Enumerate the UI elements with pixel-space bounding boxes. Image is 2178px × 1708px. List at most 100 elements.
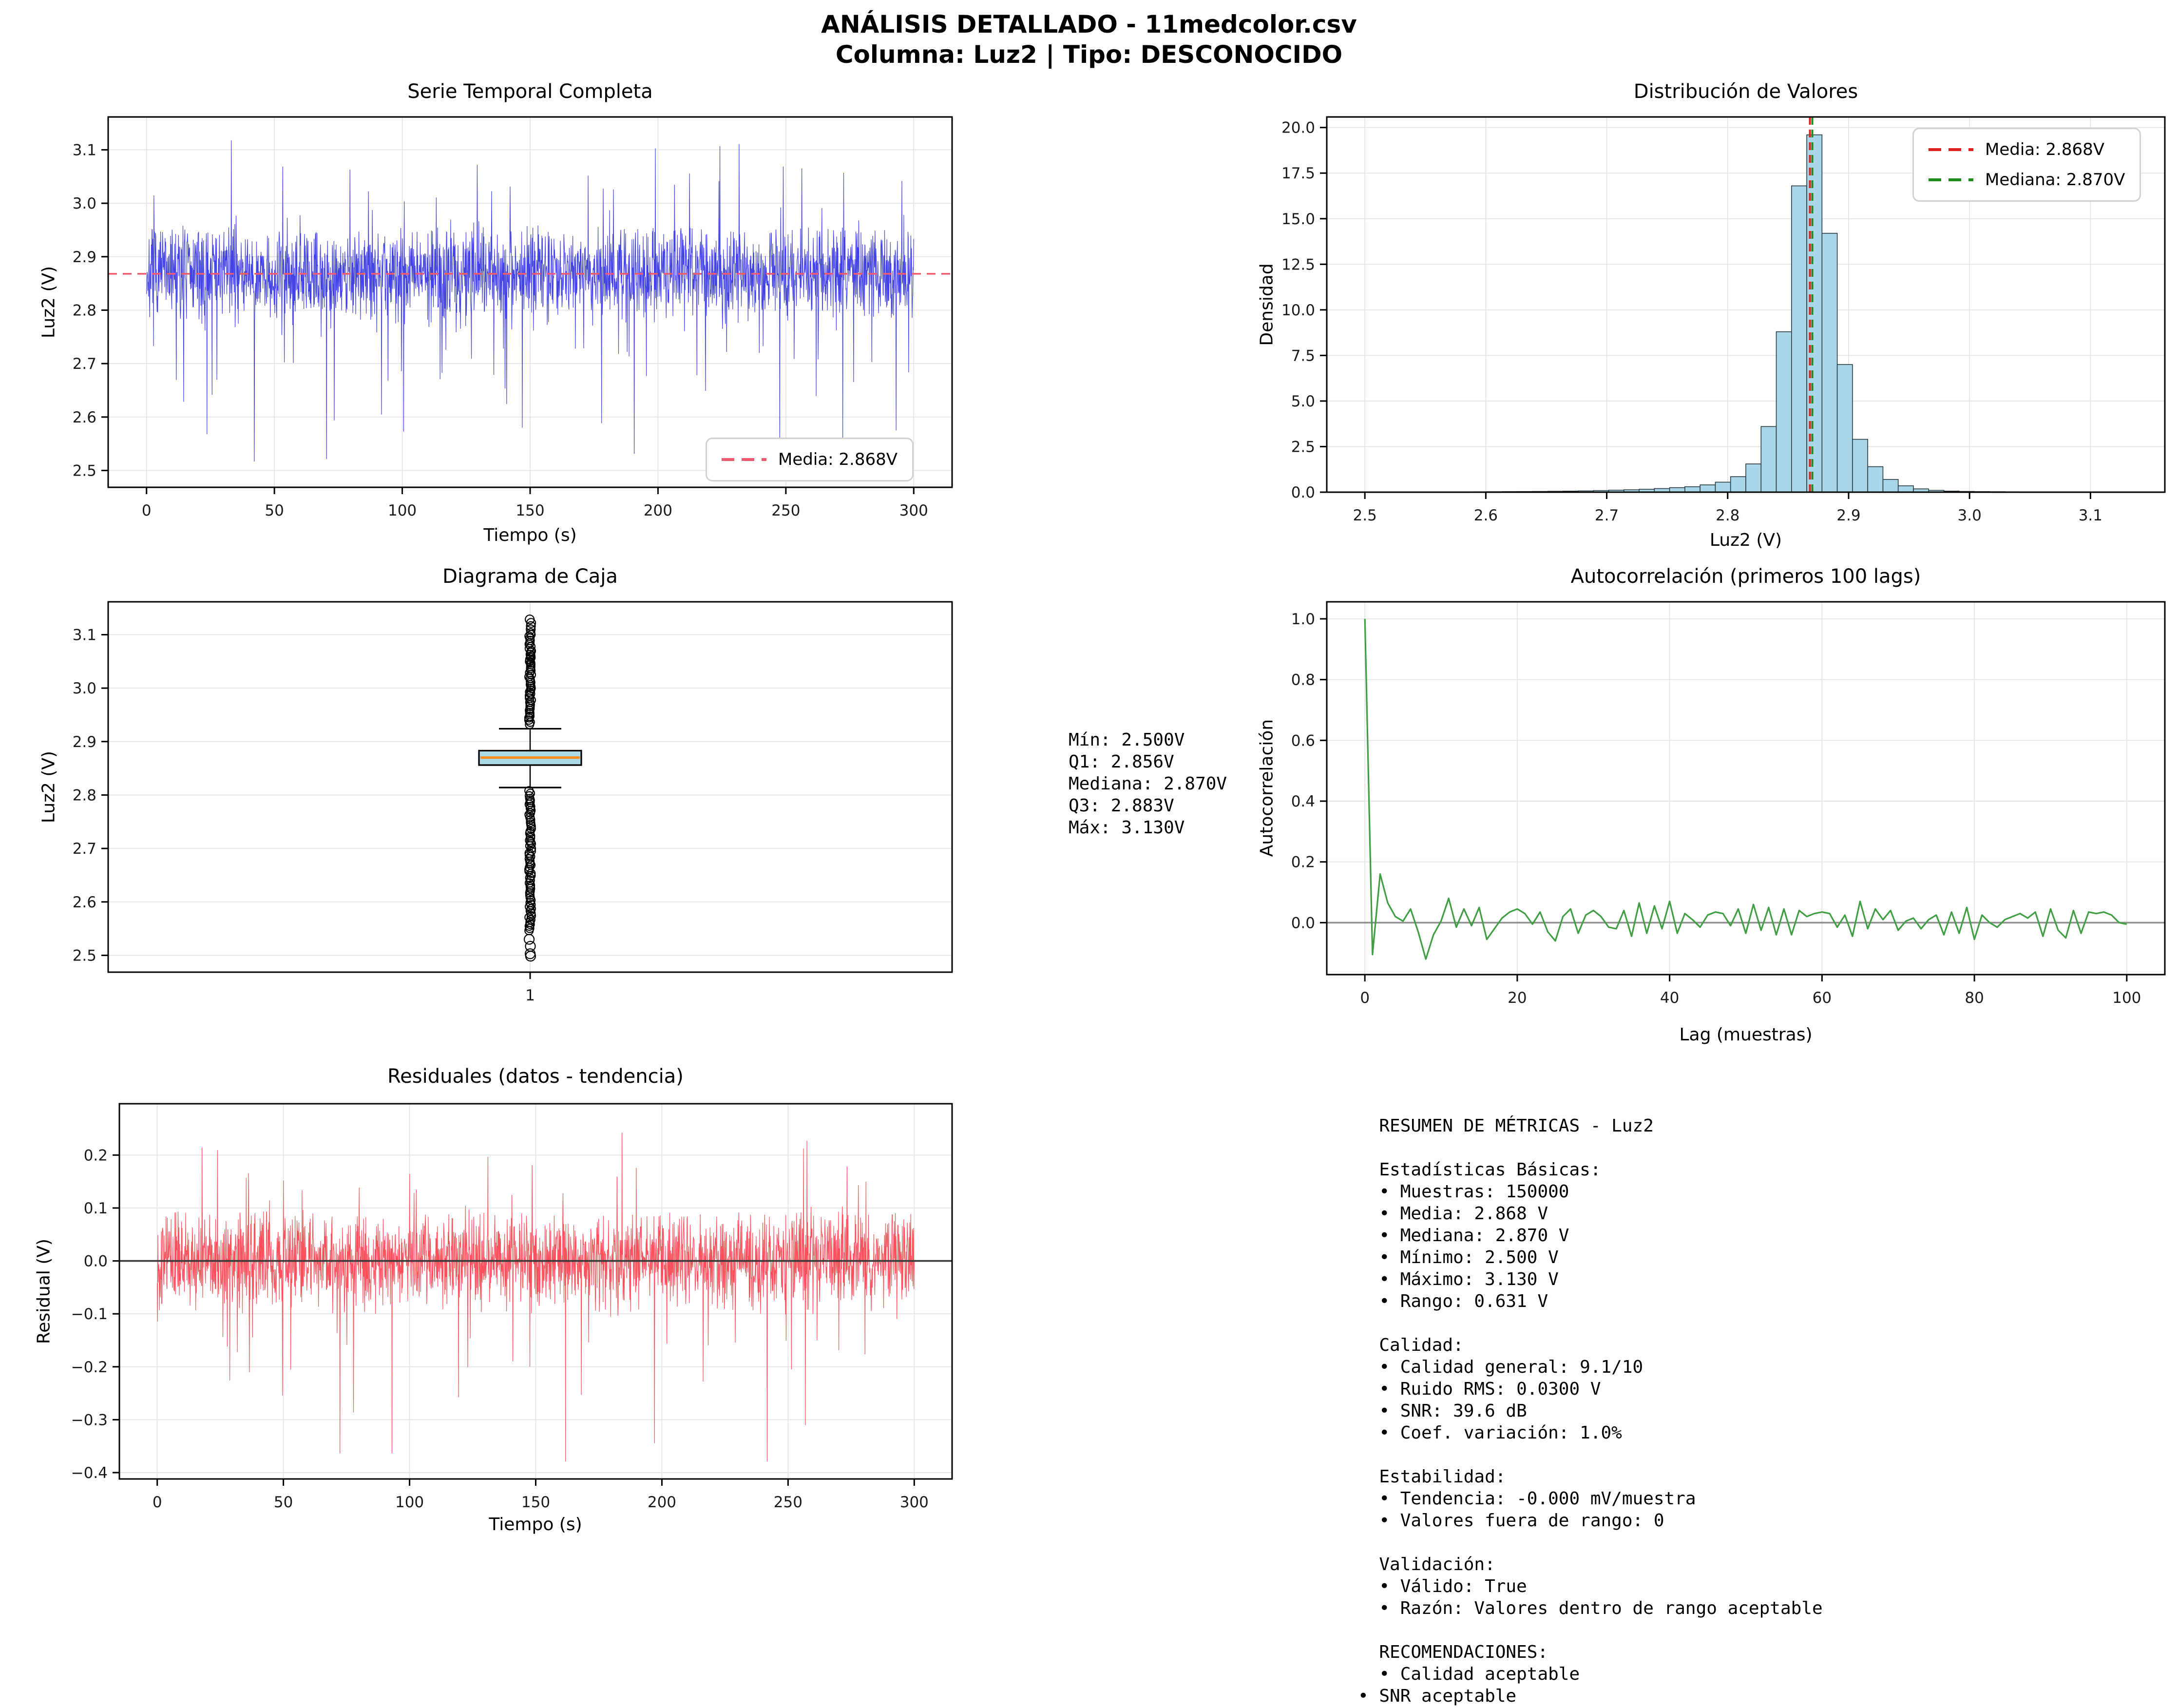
outlier-point	[526, 839, 536, 849]
hist-bar	[1776, 331, 1792, 493]
page-title-line2: Columna: Luz2 | Tipo: DESCONOCIDO	[835, 40, 1343, 69]
tick-label: 250	[774, 1494, 802, 1511]
hist-xlabel: Luz2 (V)	[1709, 530, 1782, 550]
tick-label: 300	[899, 502, 928, 519]
hist-bar	[1730, 476, 1746, 493]
hist-bar	[1867, 466, 1884, 493]
serie-temporal-line	[146, 140, 914, 462]
hist-legend-media-row: Media: 2.868V	[1929, 140, 2125, 159]
tick-label: 0.4	[1291, 793, 1315, 810]
outlier-point	[526, 815, 535, 825]
hist-bar	[1882, 479, 1899, 493]
hist-legend-media-label: Media: 2.868V	[1985, 140, 2104, 159]
tick-label: 100	[395, 1494, 424, 1511]
outlier-point	[525, 950, 536, 962]
tick-label: 50	[274, 1494, 293, 1511]
tick-label: 2.7	[73, 840, 96, 858]
tick-label: 0.2	[84, 1147, 108, 1164]
hist-bar	[1852, 439, 1868, 493]
outlier-point	[526, 871, 536, 881]
outlier-point	[524, 866, 534, 876]
tick-label: 2.8	[1716, 507, 1739, 524]
tick-label: 250	[771, 502, 800, 519]
autocorrelacion-plot: 0 20 40 60 80 100 0.0 0.2 0.4 0.6 0.8 1.0	[1291, 601, 2166, 1007]
tick-label: 2.5	[73, 947, 96, 964]
tick-label: 3.1	[2079, 507, 2102, 524]
tick-label: 3.0	[73, 680, 96, 697]
red-dashed-line-icon	[1929, 148, 1973, 151]
resid-ylabel: Residual (V)	[34, 1238, 54, 1344]
tick-label: 2.7	[73, 355, 96, 373]
tick-label: 40	[1660, 989, 1679, 1007]
tick-label: 0.6	[1291, 732, 1315, 749]
outlier-point	[525, 808, 535, 818]
hist-bar	[1700, 484, 1716, 493]
acf-chart-title: Autocorrelación (primeros 100 lags)	[1570, 565, 1921, 588]
metrics-summary-text: RESUMEN DE MÉTRICAS - Luz2 Estadísticas …	[1358, 1116, 1823, 1706]
hist-ylabel: Densidad	[1257, 263, 1277, 346]
tick-label: 200	[644, 502, 672, 519]
serie-legend-media-label: Media: 2.868V	[778, 450, 898, 469]
page-title-line1: ANÁLISIS DETALLADO - 11medcolor.csv	[821, 10, 1357, 38]
serie-legend-media-row: Media: 2.868V	[722, 450, 898, 469]
hist-bar	[1684, 486, 1700, 493]
resid-chart-title: Residuales (datos - tendencia)	[387, 1065, 684, 1088]
tick-label: 200	[648, 1494, 676, 1511]
tick-label: 2.7	[1595, 507, 1619, 524]
outlier-point	[526, 624, 536, 634]
tick-label: 2.5	[73, 462, 96, 480]
outlier-point	[526, 821, 536, 831]
tick-label: 3.1	[73, 626, 96, 644]
outlier-point	[524, 715, 534, 725]
hist-bar	[1836, 364, 1853, 493]
tick-label: 2.6	[73, 894, 96, 911]
tick-label: 2.6	[1474, 507, 1498, 524]
serie-xlabel: Tiempo (s)	[483, 525, 577, 545]
tick-label: 10.0	[1281, 302, 1315, 319]
tick-label: 2.5	[1353, 507, 1377, 524]
tick-label: 0.8	[1291, 672, 1315, 689]
hist-legend-mediana-label: Mediana: 2.870V	[1985, 170, 2125, 190]
serie-legend: Media: 2.868V	[706, 438, 914, 481]
acf-line	[1364, 618, 2127, 960]
outlier-point	[523, 934, 535, 945]
outlier-point	[525, 614, 535, 625]
serie-ylabel: Luz2 (V)	[38, 266, 59, 339]
tick-label: 7.5	[1291, 347, 1315, 365]
tick-label: 17.5	[1281, 165, 1315, 182]
caja-ylabel: Luz2 (V)	[38, 750, 59, 824]
quartile-stats-text: Mín: 2.500V Q1: 2.856V Mediana: 2.870V Q…	[1069, 730, 1227, 838]
tick-label: −0.2	[71, 1359, 108, 1376]
tick-label: 12.5	[1281, 256, 1315, 273]
hist-bar	[1745, 463, 1762, 493]
hist-legend-mediana-row: Mediana: 2.870V	[1929, 170, 2125, 190]
hist-bar	[1897, 485, 1914, 493]
tick-label: 3.0	[1958, 507, 1982, 524]
serie-chart-title: Serie Temporal Completa	[407, 80, 653, 103]
tick-label: 150	[516, 502, 544, 519]
tick-label: 150	[521, 1494, 550, 1511]
tick-label: 20	[1508, 989, 1527, 1007]
tick-label: 0.1	[84, 1200, 108, 1217]
tick-label: 1	[525, 987, 535, 1004]
tick-label: 2.5	[1291, 438, 1315, 456]
hist-bar	[1715, 481, 1731, 493]
distribucion-plot: 2.5 2.6 2.7 2.8 2.9 3.0 3.1 0.0 2.5 5.0 7.5 10.0 12.…	[1281, 116, 2166, 524]
hist-bar	[1760, 426, 1777, 493]
tick-label: 0.0	[1291, 484, 1315, 501]
green-dashed-line-icon	[1929, 178, 1973, 181]
tick-label: 0	[153, 1494, 162, 1511]
acf-xlabel: Lag (muestras)	[1679, 1025, 1813, 1045]
hist-bar	[1821, 232, 1838, 493]
tick-label: 100	[388, 502, 417, 519]
tick-label: 50	[265, 502, 284, 519]
tick-label: 2.9	[73, 733, 96, 751]
outlier-point	[525, 902, 535, 912]
hist-chart-title: Distribución de Valores	[1633, 80, 1858, 103]
red-dashed-line-icon	[722, 458, 766, 461]
serie-temporal-plot: 0 50 100 150 200 250 300 2.5 2.6 2.7 2.8 2.9 3.0 3.1	[73, 116, 953, 519]
tick-label: 15.0	[1281, 211, 1315, 228]
tick-label: 0.2	[1291, 854, 1315, 871]
tick-label: 2.9	[1836, 507, 1860, 524]
